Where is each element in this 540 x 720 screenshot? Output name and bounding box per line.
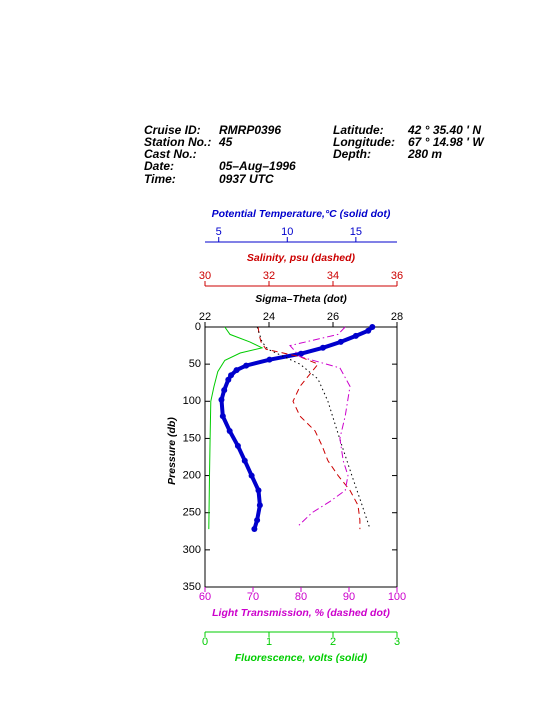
x-tick-label: 5 <box>216 226 222 238</box>
profile-dot <box>337 338 344 345</box>
profile-dot <box>298 350 304 357</box>
profile-dot <box>221 387 228 394</box>
y-tick-label: 0 <box>195 321 201 333</box>
header-value: 0937 UTC <box>219 172 274 186</box>
y-tick-label: 150 <box>183 432 201 444</box>
x-axis-title: Sigma–Theta (dot) <box>255 293 347 305</box>
y-tick-label: 100 <box>183 395 201 407</box>
x-tick-label: 3 <box>394 636 400 648</box>
profile-line <box>257 326 361 530</box>
profile-dot <box>243 362 250 369</box>
y-axis-title: Pressure (db) <box>166 417 178 485</box>
x-axis-title: Light Transmission, % (dashed dot) <box>212 607 390 619</box>
profile-dot <box>319 344 326 351</box>
profile-dot <box>251 526 258 533</box>
header-label: Cruise ID: <box>144 123 201 137</box>
header-label: Depth: <box>333 147 371 161</box>
profile-dot <box>369 324 376 330</box>
header-label: Station No.: <box>144 135 211 149</box>
header-value: 05–Aug–1996 <box>219 159 296 173</box>
profile-dot <box>228 372 235 379</box>
x-tick-label: 15 <box>350 226 362 238</box>
header-value: 42 ° 35.40 ' N <box>407 123 481 137</box>
profile-dot <box>254 517 261 524</box>
profile-dot <box>218 396 225 403</box>
header-label: Longitude: <box>333 135 395 149</box>
profile-dot <box>255 487 262 494</box>
profile-line <box>208 326 264 530</box>
x-tick-label: 2 <box>330 636 336 648</box>
x-tick-label: 90 <box>343 591 355 603</box>
profile-line <box>256 326 371 530</box>
x-tick-label: 80 <box>295 591 307 603</box>
header-label: Date: <box>144 159 174 173</box>
profile-line <box>219 325 374 530</box>
header-label: Latitude: <box>333 123 384 137</box>
x-tick-label: 10 <box>281 226 293 238</box>
profile-dot <box>234 442 241 449</box>
profile-dot <box>365 327 372 334</box>
profile-dot <box>219 413 226 420</box>
x-tick-label: 24 <box>263 311 275 323</box>
x-tick-label: 34 <box>327 270 339 282</box>
profile-dot <box>266 356 273 363</box>
y-tick-label: 300 <box>183 544 201 556</box>
x-tick-label: 1 <box>266 636 272 648</box>
profile-dot <box>225 376 232 383</box>
x-tick-label: 100 <box>388 591 406 603</box>
header-value: 67 ° 14.98 ' W <box>408 135 485 149</box>
profile-dot <box>352 332 359 339</box>
x-tick-label: 22 <box>199 311 211 323</box>
profile-dot <box>248 472 255 479</box>
x-tick-label: 0 <box>202 636 208 648</box>
profile-dot <box>233 367 240 374</box>
x-tick-label: 70 <box>247 591 259 603</box>
x-tick-label: 28 <box>391 311 403 323</box>
plot-frame <box>204 326 398 588</box>
x-axis-title: Fluorescence, volts (solid) <box>235 652 368 664</box>
y-tick-label: 50 <box>189 358 201 370</box>
x-tick-label: 30 <box>199 270 211 282</box>
profile-dot <box>256 502 263 509</box>
x-tick-label: 26 <box>327 311 339 323</box>
x-tick-label: 60 <box>199 591 211 603</box>
header-value: 45 <box>218 135 233 149</box>
y-tick-label: 250 <box>183 507 201 519</box>
x-tick-label: 36 <box>391 270 403 282</box>
y-tick-label: 350 <box>183 581 201 593</box>
x-axis-title: Potential Temperature,°C (solid dot) <box>212 208 391 220</box>
x-axis-title: Salinity, psu (dashed) <box>247 252 356 264</box>
profile-dot <box>226 428 233 434</box>
header-label: Time: <box>144 172 176 186</box>
header-value: 280 m <box>407 147 442 161</box>
header-label: Cast No.: <box>144 147 197 161</box>
header-value: RMRP0396 <box>219 123 281 137</box>
profile-line <box>289 326 351 527</box>
y-tick-label: 200 <box>183 469 201 481</box>
x-tick-label: 32 <box>263 270 275 282</box>
profile-dot <box>241 457 248 464</box>
